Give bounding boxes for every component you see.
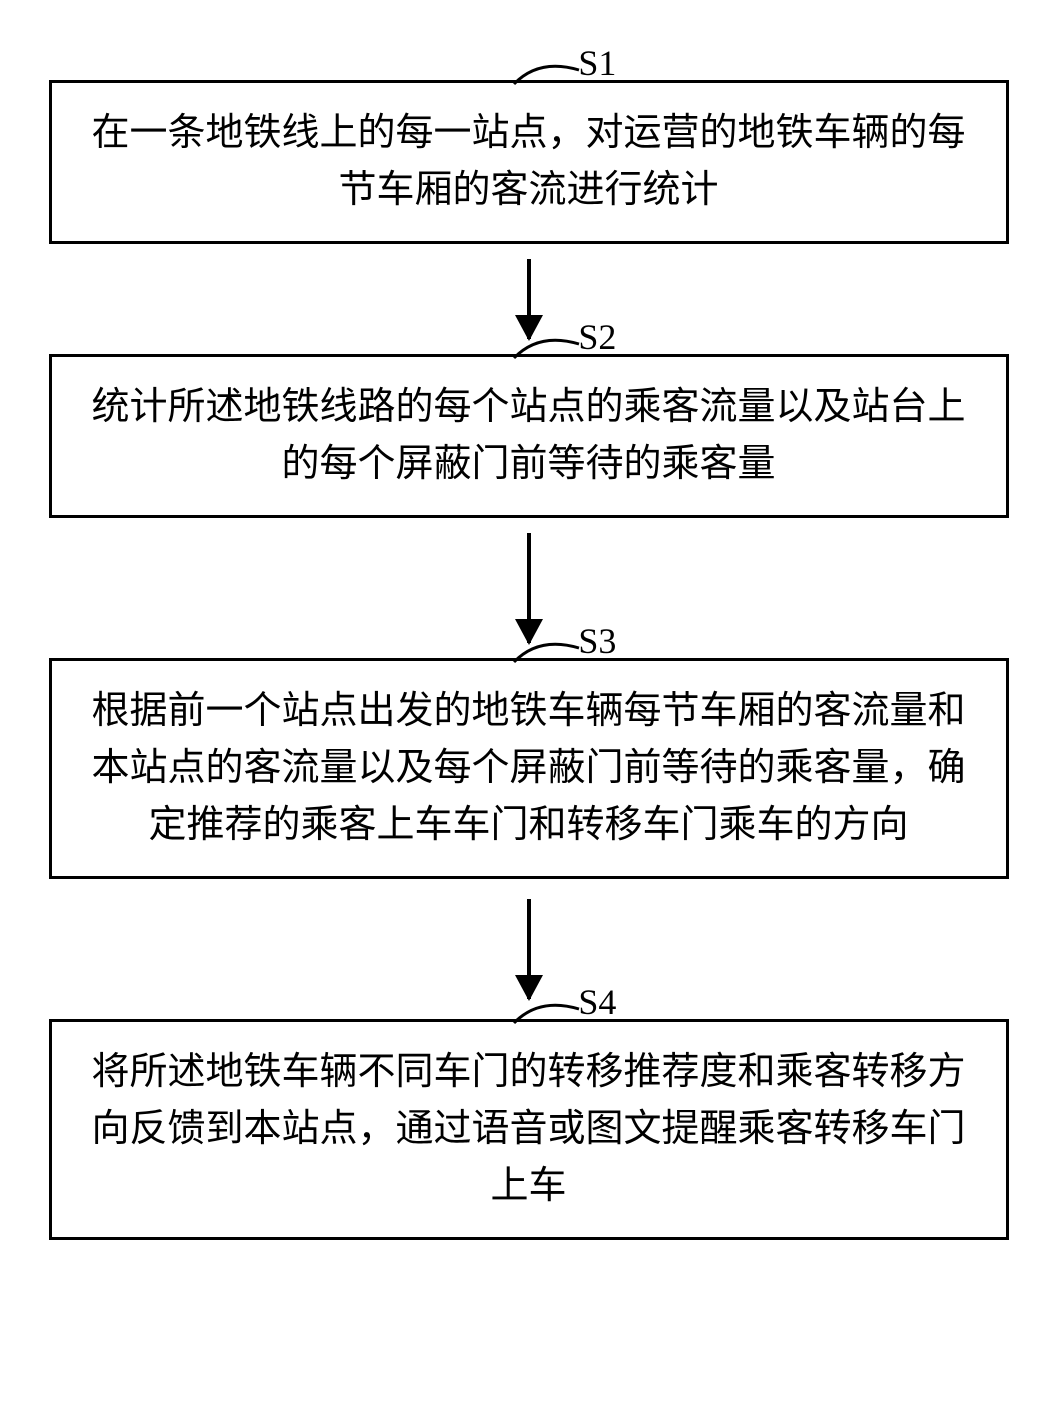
step-s2: S2 统计所述地铁线路的每个站点的乘客流量以及站台上的每个屏蔽门前等待的乘客量 [30, 354, 1027, 518]
step-label-s4: S4 [578, 981, 616, 1023]
step-label-s1: S1 [578, 42, 616, 84]
step-box-s3: 根据前一个站点出发的地铁车辆每节车厢的客流量和本站点的客流量以及每个屏蔽门前等待… [49, 658, 1009, 879]
flowchart: S1 在一条地铁线上的每一站点，对运营的地铁车辆的每节车厢的客流进行统计 S2 … [30, 40, 1027, 1240]
step-s4: S4 将所述地铁车辆不同车门的转移推荐度和乘客转移方向反馈到本站点，通过语音或图… [30, 1019, 1027, 1240]
label-curve-s4 [509, 1001, 589, 1025]
label-curve-s2 [509, 336, 589, 360]
arrow-3 [30, 879, 1027, 1019]
arrow-line [527, 533, 531, 643]
step-label-s3: S3 [578, 620, 616, 662]
step-box-s4: 将所述地铁车辆不同车门的转移推荐度和乘客转移方向反馈到本站点，通过语音或图文提醒… [49, 1019, 1009, 1240]
step-s1: S1 在一条地铁线上的每一站点，对运营的地铁车辆的每节车厢的客流进行统计 [30, 80, 1027, 244]
arrow-2 [30, 518, 1027, 658]
step-s3: S3 根据前一个站点出发的地铁车辆每节车厢的客流量和本站点的客流量以及每个屏蔽门… [30, 658, 1027, 879]
label-curve-s1 [509, 62, 589, 86]
arrow-line [527, 259, 531, 339]
arrow-line [527, 899, 531, 999]
step-box-s2: 统计所述地铁线路的每个站点的乘客流量以及站台上的每个屏蔽门前等待的乘客量 [49, 354, 1009, 518]
step-label-s2: S2 [578, 316, 616, 358]
label-curve-s3 [509, 640, 589, 664]
step-box-s1: 在一条地铁线上的每一站点，对运营的地铁车辆的每节车厢的客流进行统计 [49, 80, 1009, 244]
